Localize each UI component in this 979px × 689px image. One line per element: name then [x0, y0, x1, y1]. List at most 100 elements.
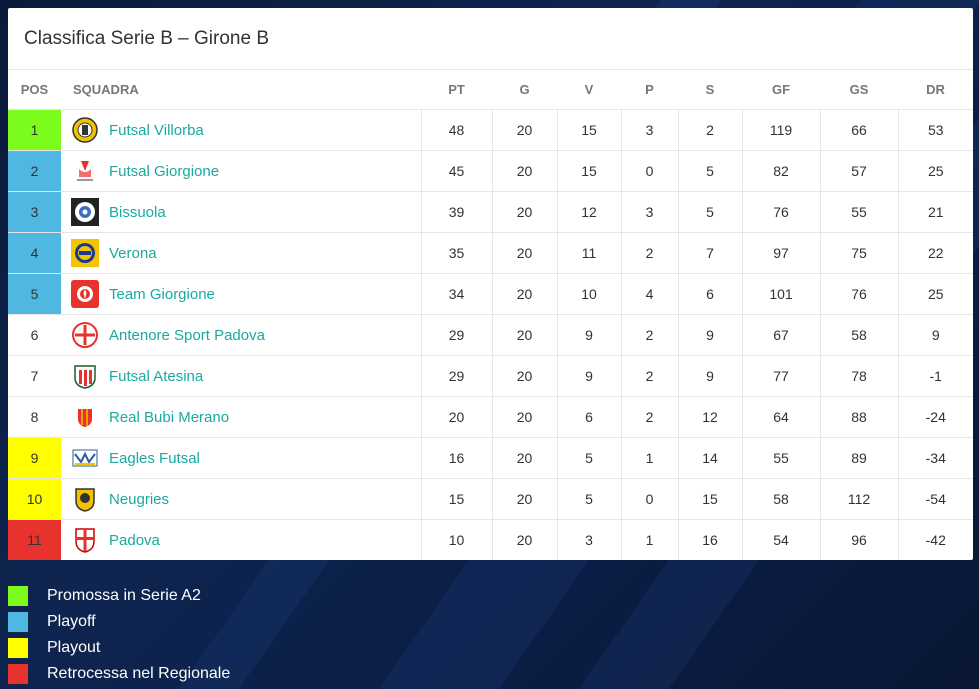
legend: Promossa in Serie A2 Playoff Playout Retroc…: [8, 583, 230, 687]
stat-cell-g: 20: [491, 437, 557, 479]
team-name-link[interactable]: Futsal Giorgione: [109, 162, 220, 180]
col-header-pos: POS: [8, 70, 61, 110]
stat-cell-g: 20: [491, 478, 557, 520]
stat-cell-dr: 25: [897, 150, 973, 192]
team-name-link[interactable]: Team Giorgione: [109, 285, 215, 303]
stat-cell-p: 1: [620, 437, 678, 479]
position-cell: 7: [8, 355, 61, 397]
stat-cell-g: 20: [491, 355, 557, 397]
stat-cell-dr: 22: [897, 232, 973, 274]
stat-cell-gs: 57: [819, 150, 898, 192]
stat-cell-p: 0: [620, 478, 678, 520]
stat-cell-p: 0: [620, 150, 678, 192]
team-name-link[interactable]: Neugries: [109, 490, 170, 508]
stat-cell-v: 15: [556, 109, 621, 151]
standings-card: Classifica Serie B – Girone B POS SQUADR…: [8, 8, 973, 560]
stat-cell-s: 14: [677, 437, 742, 479]
team-name-link[interactable]: Padova: [109, 531, 160, 549]
position-cell: 4: [8, 232, 61, 274]
team-name-link[interactable]: Bissuola: [109, 203, 166, 221]
legend-swatch: [8, 612, 28, 632]
stat-cell-pt: 16: [420, 437, 492, 479]
stat-cell-v: 12: [556, 191, 621, 233]
stat-cell-pt: 29: [420, 355, 492, 397]
stat-cell-v: 9: [556, 314, 621, 356]
legend-label: Playoff: [47, 613, 96, 630]
stat-cell-s: 16: [677, 519, 742, 560]
stat-cell-v: 10: [556, 273, 621, 315]
stat-cell-gf: 82: [741, 150, 820, 192]
giorgione-logo-icon: [71, 157, 99, 185]
legend-label: Playout: [47, 639, 101, 656]
team-giorgione-logo-icon: [71, 280, 99, 308]
atesina-logo-icon: [71, 362, 99, 390]
team-name-link[interactable]: Futsal Atesina: [109, 367, 204, 385]
legend-swatch: [8, 638, 28, 658]
position-cell: 10: [8, 478, 61, 520]
stat-cell-g: 20: [491, 273, 557, 315]
merano-logo-icon: [71, 403, 99, 431]
table-row: 9 Eagles Futsal 16 20 5 1 14 55 89 -34: [8, 437, 973, 479]
col-header-v: V: [557, 70, 621, 110]
stat-cell-s: 12: [677, 396, 742, 438]
stat-cell-g: 20: [491, 519, 557, 560]
team-cell: Futsal Giorgione: [61, 150, 421, 192]
stat-cell-gs: 88: [819, 396, 898, 438]
stat-cell-v: 6: [556, 396, 621, 438]
stat-cell-p: 4: [620, 273, 678, 315]
stat-cell-gf: 101: [741, 273, 820, 315]
team-cell: Futsal Villorba: [61, 109, 421, 151]
stat-cell-p: 1: [620, 519, 678, 560]
team-cell: Padova: [61, 519, 421, 560]
stat-cell-dr: -54: [897, 478, 973, 520]
stat-cell-v: 11: [556, 232, 621, 274]
legend-swatch: [8, 586, 28, 606]
stat-cell-p: 3: [620, 109, 678, 151]
team-name-link[interactable]: Verona: [109, 244, 157, 262]
position-cell: 8: [8, 396, 61, 438]
position-cell: 11: [8, 519, 61, 560]
stat-cell-g: 20: [491, 191, 557, 233]
team-cell: Bissuola: [61, 191, 421, 233]
stat-cell-v: 5: [556, 478, 621, 520]
stat-cell-p: 2: [620, 355, 678, 397]
position-cell: 6: [8, 314, 61, 356]
stat-cell-gf: 67: [741, 314, 820, 356]
stat-cell-s: 9: [677, 355, 742, 397]
stat-cell-gs: 96: [819, 519, 898, 560]
stat-cell-pt: 34: [420, 273, 492, 315]
stat-cell-dr: -24: [897, 396, 973, 438]
stat-cell-gf: 76: [741, 191, 820, 233]
team-cell: Eagles Futsal: [61, 437, 421, 479]
stat-cell-g: 20: [491, 396, 557, 438]
stat-cell-gf: 97: [741, 232, 820, 274]
stat-cell-p: 2: [620, 232, 678, 274]
team-name-link[interactable]: Futsal Villorba: [109, 121, 204, 139]
stat-cell-gs: 58: [819, 314, 898, 356]
stat-cell-gs: 75: [819, 232, 898, 274]
table-row: 1 Futsal Villorba 48 20 15 3 2 119 66 53: [8, 109, 973, 151]
stat-cell-pt: 35: [420, 232, 492, 274]
team-name-link[interactable]: Real Bubi Merano: [109, 408, 230, 426]
position-cell: 5: [8, 273, 61, 315]
stat-cell-dr: -42: [897, 519, 973, 560]
team-cell: Neugries: [61, 478, 421, 520]
stat-cell-s: 5: [677, 150, 742, 192]
stat-cell-dr: 25: [897, 273, 973, 315]
stat-cell-s: 6: [677, 273, 742, 315]
position-cell: 1: [8, 109, 61, 151]
table-row: 10 Neugries 15 20 5 0 15 58 112 -54: [8, 478, 973, 520]
stat-cell-gf: 58: [741, 478, 820, 520]
verona-logo-icon: [71, 239, 99, 267]
stat-cell-pt: 48: [420, 109, 492, 151]
padova-logo-icon: [71, 526, 99, 554]
team-cell: Real Bubi Merano: [61, 396, 421, 438]
team-name-link[interactable]: Eagles Futsal: [109, 449, 200, 467]
eagles-logo-icon: [71, 444, 99, 472]
villorba-logo-icon: [71, 116, 99, 144]
col-header-g: G: [492, 70, 557, 110]
stat-cell-dr: -34: [897, 437, 973, 479]
team-name-link[interactable]: Antenore Sport Padova: [109, 326, 265, 344]
stat-cell-g: 20: [491, 232, 557, 274]
stat-cell-pt: 20: [420, 396, 492, 438]
